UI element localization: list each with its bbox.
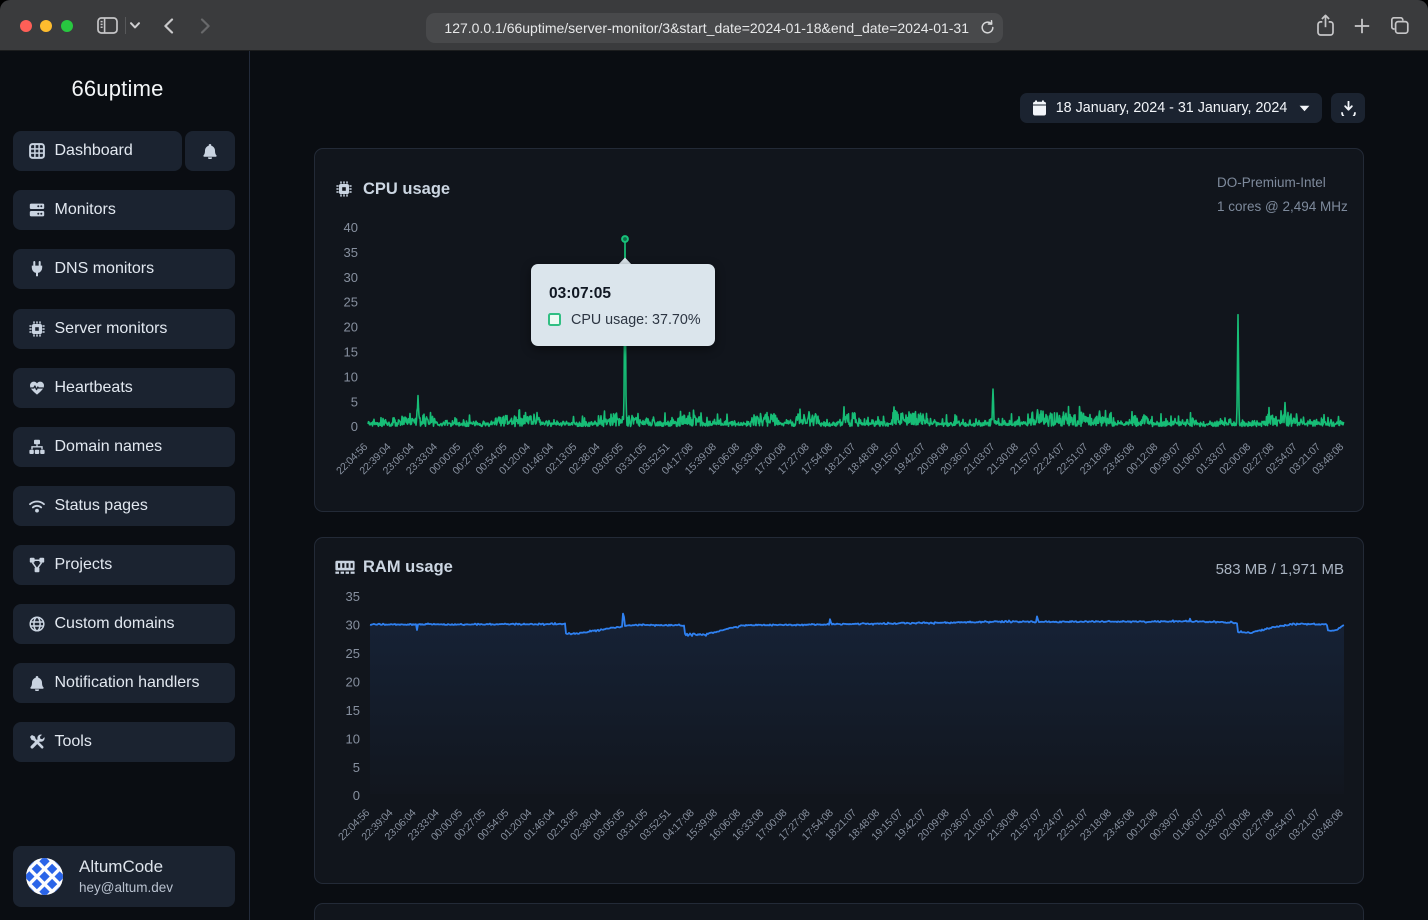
svg-text:40: 40 — [344, 220, 358, 235]
svg-text:10: 10 — [344, 369, 358, 384]
svg-text:15: 15 — [346, 703, 360, 718]
svg-text:5: 5 — [351, 394, 358, 409]
svg-text:30: 30 — [346, 618, 360, 633]
svg-text:25: 25 — [346, 646, 360, 661]
svg-text:20: 20 — [346, 675, 360, 690]
svg-text:5: 5 — [353, 760, 360, 775]
svg-text:20: 20 — [344, 320, 358, 335]
svg-text:30: 30 — [344, 270, 358, 285]
svg-text:35: 35 — [344, 245, 358, 260]
svg-text:15: 15 — [344, 345, 358, 360]
svg-text:0: 0 — [353, 788, 360, 803]
svg-text:25: 25 — [344, 295, 358, 310]
svg-text:0: 0 — [351, 419, 358, 434]
svg-text:35: 35 — [346, 589, 360, 604]
svg-text:10: 10 — [346, 731, 360, 746]
